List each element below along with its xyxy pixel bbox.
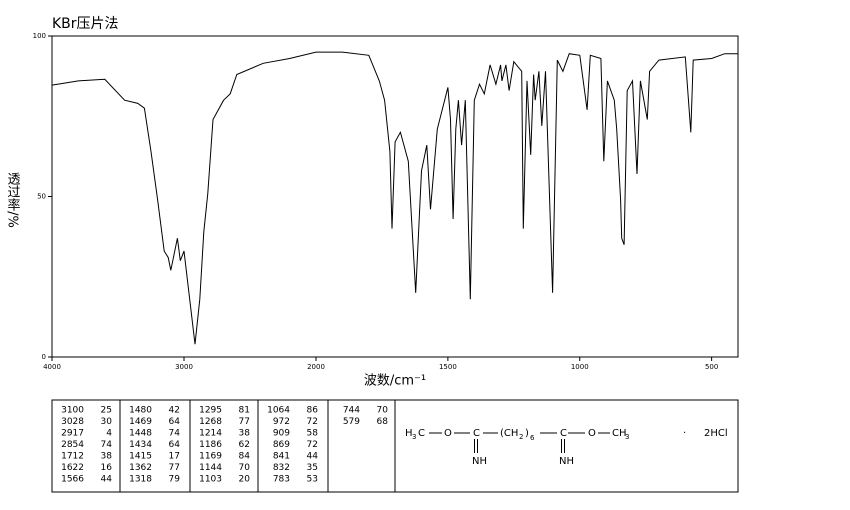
peak-wavenumber: 1712 bbox=[61, 452, 84, 462]
structure-atom: 2HCl bbox=[704, 428, 728, 439]
peak-transmittance: 68 bbox=[377, 417, 389, 427]
peak-wavenumber: 1295 bbox=[199, 406, 222, 416]
x-tick-label: 1000 bbox=[571, 363, 589, 371]
peak-transmittance: 58 bbox=[307, 429, 319, 439]
y-tick-label: 50 bbox=[37, 193, 46, 201]
structure-imine: NH bbox=[559, 456, 574, 467]
peak-wavenumber: 1362 bbox=[129, 463, 152, 473]
x-axis-label: 波数/cm⁻¹ bbox=[364, 374, 426, 389]
structure-atom: CH bbox=[612, 428, 627, 439]
peak-wavenumber: 1169 bbox=[199, 452, 222, 462]
peak-transmittance: 77 bbox=[169, 463, 180, 473]
peak-wavenumber: 744 bbox=[343, 406, 360, 416]
y-tick-label: 0 bbox=[42, 353, 46, 361]
peak-transmittance: 30 bbox=[101, 417, 113, 427]
peak-wavenumber: 1144 bbox=[199, 463, 222, 473]
peak-transmittance: 4 bbox=[106, 429, 112, 439]
peak-wavenumber: 1186 bbox=[199, 440, 222, 450]
peak-transmittance: 84 bbox=[239, 452, 251, 462]
peak-wavenumber: 1448 bbox=[129, 429, 152, 439]
plot-frame bbox=[51, 35, 739, 358]
peak-transmittance: 74 bbox=[169, 429, 181, 439]
peak-transmittance: 53 bbox=[307, 475, 318, 485]
structure-atom: C bbox=[560, 428, 567, 439]
peak-wavenumber: 1469 bbox=[129, 417, 152, 427]
peak-wavenumber: 579 bbox=[343, 417, 360, 427]
peak-transmittance: 79 bbox=[169, 475, 181, 485]
x-tick-label: 1500 bbox=[439, 363, 457, 371]
peak-transmittance: 70 bbox=[239, 463, 251, 473]
x-tick-label: 500 bbox=[705, 363, 718, 371]
peak-wavenumber: 783 bbox=[273, 475, 290, 485]
peak-wavenumber: 832 bbox=[273, 463, 290, 473]
peak-transmittance: 72 bbox=[307, 417, 318, 427]
peak-wavenumber: 2854 bbox=[61, 440, 84, 450]
structure-atom: O bbox=[588, 428, 596, 439]
x-tick-label: 3000 bbox=[175, 363, 193, 371]
peak-transmittance: 81 bbox=[239, 406, 250, 416]
structure-subscript: 6 bbox=[530, 434, 535, 442]
peak-transmittance: 64 bbox=[169, 417, 181, 427]
peak-transmittance: 86 bbox=[307, 406, 319, 416]
structure-atom: O bbox=[444, 428, 452, 439]
peak-wavenumber: 2917 bbox=[61, 429, 84, 439]
structure-imine: NH bbox=[472, 456, 487, 467]
chart-title: KBr压片法 bbox=[52, 16, 119, 32]
peak-transmittance: 77 bbox=[239, 417, 250, 427]
peak-transmittance: 38 bbox=[239, 429, 251, 439]
peak-wavenumber: 1318 bbox=[129, 475, 152, 485]
peak-transmittance: 20 bbox=[239, 475, 251, 485]
structure-atom: (CH bbox=[500, 428, 518, 439]
structure-atom: C bbox=[473, 428, 480, 439]
peak-transmittance: 74 bbox=[101, 440, 113, 450]
peak-wavenumber: 1103 bbox=[199, 475, 222, 485]
structure-atom: · bbox=[683, 428, 686, 439]
peak-wavenumber: 1064 bbox=[267, 406, 290, 416]
peak-transmittance: 70 bbox=[377, 406, 389, 416]
peak-wavenumber: 1622 bbox=[61, 463, 84, 473]
structure-atom: C bbox=[418, 428, 425, 439]
peak-wavenumber: 841 bbox=[273, 452, 290, 462]
structure-atom: ) bbox=[525, 428, 529, 439]
peak-wavenumber: 3100 bbox=[61, 406, 84, 416]
peak-transmittance: 38 bbox=[101, 452, 113, 462]
peak-transmittance: 72 bbox=[307, 440, 318, 450]
spectrum-line bbox=[51, 51, 738, 345]
peak-transmittance: 42 bbox=[169, 406, 180, 416]
structure-atom: H bbox=[405, 428, 413, 439]
peak-transmittance: 17 bbox=[169, 452, 180, 462]
peak-transmittance: 35 bbox=[307, 463, 318, 473]
x-tick-label: 4000 bbox=[43, 363, 61, 371]
peak-wavenumber: 1268 bbox=[199, 417, 222, 427]
peak-wavenumber: 1214 bbox=[199, 429, 222, 439]
x-tick-label: 2000 bbox=[307, 363, 325, 371]
peak-wavenumber: 909 bbox=[273, 429, 290, 439]
peak-wavenumber: 869 bbox=[273, 440, 290, 450]
peak-transmittance: 44 bbox=[307, 452, 319, 462]
peak-wavenumber: 1480 bbox=[129, 406, 152, 416]
peak-wavenumber: 972 bbox=[273, 417, 290, 427]
peak-transmittance: 62 bbox=[239, 440, 250, 450]
peak-transmittance: 44 bbox=[101, 475, 113, 485]
peak-wavenumber: 3028 bbox=[61, 417, 84, 427]
structure-subscript: 2 bbox=[519, 433, 523, 441]
structure-subscript: 3 bbox=[412, 433, 416, 441]
y-axis-label: 透过率/% bbox=[5, 172, 21, 228]
peak-transmittance: 64 bbox=[169, 440, 181, 450]
peak-transmittance: 25 bbox=[101, 406, 112, 416]
y-tick-label: 100 bbox=[33, 32, 46, 40]
peak-wavenumber: 1434 bbox=[129, 440, 152, 450]
structure-subscript: 3 bbox=[625, 433, 629, 441]
peak-transmittance: 16 bbox=[101, 463, 113, 473]
peak-wavenumber: 1566 bbox=[61, 475, 84, 485]
peak-wavenumber: 1415 bbox=[129, 452, 152, 462]
